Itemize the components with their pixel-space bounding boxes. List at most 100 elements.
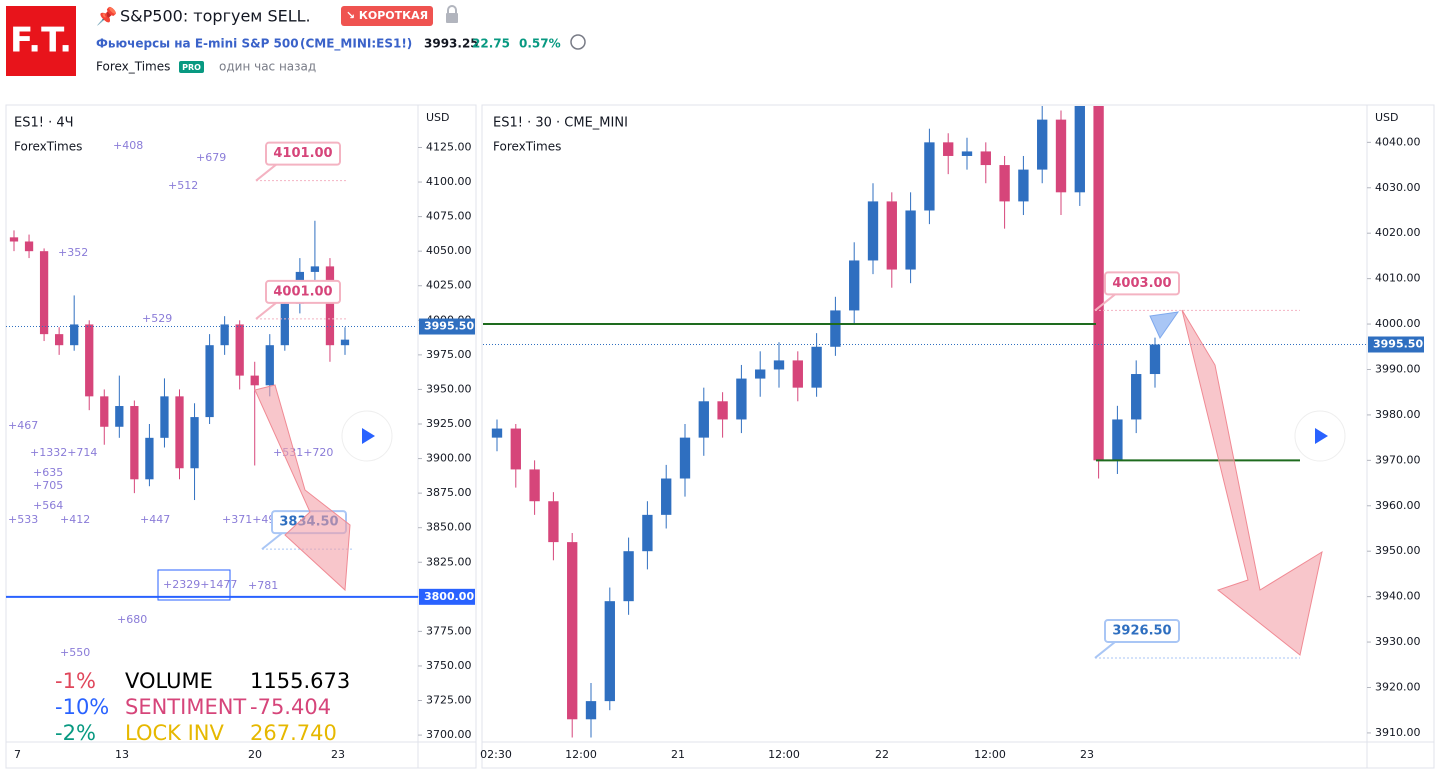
stat: 1155.673 xyxy=(250,669,350,693)
candle-body xyxy=(1074,106,1085,193)
stat: SENTIMENT xyxy=(125,695,246,719)
callout-pointer xyxy=(261,532,283,550)
callout-box xyxy=(265,279,341,304)
play-icon xyxy=(362,428,375,444)
last-price-tag xyxy=(1368,336,1424,353)
candle-body xyxy=(736,378,747,420)
note: +680 xyxy=(117,613,147,626)
note: +781 xyxy=(248,579,278,592)
candle-body xyxy=(235,324,244,376)
note: +467 xyxy=(8,419,38,432)
y-tick-label: 3900.00 xyxy=(426,452,472,465)
last-price-tag xyxy=(419,318,475,335)
idea-title: S&P500: торгуем SELL. xyxy=(120,7,311,26)
candle-body xyxy=(830,310,841,347)
candle-body xyxy=(1018,169,1029,202)
symbol-name[interactable]: Фьючерсы на E-mini S&P 500 xyxy=(96,37,299,51)
callout-label: 4003.00 xyxy=(1112,276,1171,291)
note: +564 xyxy=(33,499,63,512)
selection-box xyxy=(157,569,231,601)
stat: -2% xyxy=(55,721,96,745)
logo[interactable] xyxy=(6,6,76,76)
y-tick-label: 3875.00 xyxy=(426,486,472,499)
arrow xyxy=(254,384,351,592)
alert-icon[interactable] xyxy=(570,34,586,50)
note: +635 xyxy=(33,466,63,479)
candle-body xyxy=(980,151,991,166)
candle-body xyxy=(70,324,79,346)
y-tick-label: 4040.00 xyxy=(1375,135,1421,148)
y-tick-label: 4030.00 xyxy=(1375,181,1421,194)
y-tick-label: 3825.00 xyxy=(426,555,472,568)
note: +550 xyxy=(60,646,90,659)
note: +533 xyxy=(8,513,38,526)
candle-body xyxy=(698,401,709,438)
last-price-label: 3995.50 xyxy=(424,320,474,333)
note: +512 xyxy=(168,179,198,192)
stat: -10% xyxy=(55,695,109,719)
note: +352 xyxy=(58,246,88,259)
candle-body xyxy=(679,437,691,479)
currency: USD xyxy=(1375,111,1399,124)
candle-body xyxy=(755,369,766,379)
candle-body xyxy=(567,542,578,720)
callout-box xyxy=(265,141,341,166)
note: +705 xyxy=(33,479,63,492)
y-tick-label: 4075.00 xyxy=(426,210,472,223)
candle-body xyxy=(999,165,1010,202)
price: 3993.25 xyxy=(424,37,479,51)
callout-pointer xyxy=(255,302,277,320)
candle-body xyxy=(85,324,94,397)
candle-body xyxy=(1093,106,1104,461)
y-tick-label: 3950.00 xyxy=(426,382,472,395)
candle-body xyxy=(661,478,672,515)
candle-body xyxy=(1131,374,1142,420)
note: +2329+1477 xyxy=(163,578,237,591)
logo-text: F.T. xyxy=(10,21,72,61)
pro-badge xyxy=(179,61,204,73)
candle-body xyxy=(510,428,521,470)
candle-body xyxy=(924,142,935,211)
candle-body xyxy=(604,601,615,702)
x-tick-label: 12:00 xyxy=(974,748,1006,761)
x-tick-label: 20 xyxy=(248,748,262,761)
lock-icon xyxy=(447,5,457,13)
candle-body xyxy=(205,345,214,418)
candle-body xyxy=(130,406,139,480)
change: 22.75 xyxy=(472,37,510,51)
note: +529 xyxy=(142,312,172,325)
candle-body xyxy=(811,346,822,388)
note: +408 xyxy=(113,139,143,152)
note: +1332+714 xyxy=(30,446,97,459)
callout-box xyxy=(1104,271,1180,296)
change-pct: 0.57% xyxy=(519,37,561,51)
arrow xyxy=(1181,309,1323,656)
symbol[interactable]: (CME_MINI:ES1!) xyxy=(300,37,412,52)
chart-title: ES1! · 30 · CME_MINI xyxy=(493,116,628,131)
candle-body xyxy=(585,701,597,720)
y-tick-label: 3990.00 xyxy=(1375,362,1421,375)
candle-body xyxy=(160,396,169,438)
watermark: ForexTimes xyxy=(14,140,82,154)
time: один час назад xyxy=(219,60,316,74)
arrow xyxy=(1149,311,1180,340)
y-tick-label: 3850.00 xyxy=(426,521,472,534)
y-tick-label: 3750.00 xyxy=(426,659,472,672)
y-tick-label: 4025.00 xyxy=(426,279,472,292)
candle-body xyxy=(642,514,653,552)
author[interactable]: Forex_Times xyxy=(96,60,170,74)
candle-body xyxy=(220,324,229,346)
x-tick-label: 12:00 xyxy=(768,748,800,761)
note: +371+49 xyxy=(222,513,275,526)
callout-pointer xyxy=(255,163,277,182)
candle-body xyxy=(886,201,897,270)
candle-body xyxy=(1149,344,1161,375)
candle-body xyxy=(867,201,879,261)
candle-body xyxy=(905,210,916,270)
y-tick-label: 4020.00 xyxy=(1375,226,1421,239)
y-tick-label: 3910.00 xyxy=(1375,726,1421,739)
candle-body xyxy=(849,260,860,311)
badge xyxy=(341,6,433,26)
y-tick-label: 3970.00 xyxy=(1375,453,1421,466)
